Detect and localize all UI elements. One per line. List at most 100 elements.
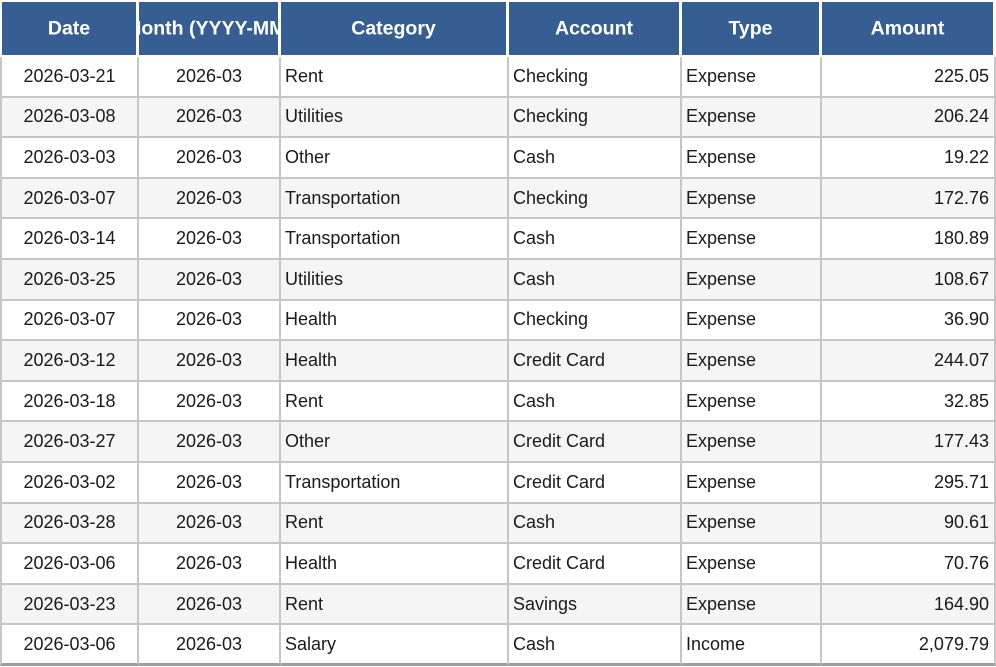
cell-type: Expense <box>682 259 822 301</box>
cell-type: Expense <box>682 341 822 382</box>
cell-category: Rent <box>281 57 509 98</box>
cell-month: 2026-03 <box>139 259 281 301</box>
table-row: 2026-03-12 2026-03 Health Credit Card Expens… <box>0 341 996 382</box>
cell-account: Credit Card <box>509 422 682 463</box>
cell-account: Checking <box>509 300 682 342</box>
cell-category: Transportation <box>281 219 509 260</box>
cell-month: 2026-03 <box>139 300 281 342</box>
cell-amount: 225.05 <box>822 57 996 98</box>
table-row: 2026-03-08 2026-03 Utilities Checking Expens… <box>0 97 996 139</box>
table-row: 2026-03-06 2026-03 Health Credit Card Expens… <box>0 544 996 585</box>
cell-date: 2026-03-23 <box>0 584 139 626</box>
cell-month: 2026-03 <box>139 544 281 585</box>
cell-category: Rent <box>281 503 509 545</box>
table-row: 2026-03-02 2026-03 Transportation Credit Ca… <box>0 462 996 504</box>
cell-month: 2026-03 <box>139 584 281 626</box>
cell-month: 2026-03 <box>139 381 281 423</box>
column-header-category: Category <box>281 0 509 57</box>
column-header-date: Date <box>0 0 139 57</box>
cell-type: Expense <box>682 584 822 626</box>
cell-type: Expense <box>682 300 822 342</box>
cell-category: Salary <box>281 625 509 666</box>
cell-type: Expense <box>682 97 822 139</box>
cell-category: Utilities <box>281 259 509 301</box>
cell-category: Transportation <box>281 178 509 220</box>
cell-category: Health <box>281 341 509 382</box>
cell-date: 2026-03-14 <box>0 219 139 260</box>
cell-date: 2026-03-12 <box>0 341 139 382</box>
cell-amount: 32.85 <box>822 381 996 423</box>
cell-category: Other <box>281 138 509 179</box>
cell-account: Cash <box>509 503 682 545</box>
cell-account: Checking <box>509 178 682 220</box>
table-row: 2026-03-23 2026-03 Rent Savings Expense 164.9… <box>0 584 996 626</box>
cell-date: 2026-03-25 <box>0 259 139 301</box>
column-header-amount: Amount <box>822 0 996 57</box>
cell-month: 2026-03 <box>139 462 281 504</box>
cell-month: 2026-03 <box>139 503 281 545</box>
cell-amount: 108.67 <box>822 259 996 301</box>
cell-date: 2026-03-07 <box>0 300 139 342</box>
column-header-label: Type <box>728 17 773 39</box>
cell-month: 2026-03 <box>139 97 281 139</box>
cell-amount: 90.61 <box>822 503 996 545</box>
cell-month: 2026-03 <box>139 625 281 666</box>
column-header-label: Date <box>47 17 91 39</box>
column-header-type: Type <box>682 0 822 57</box>
table-row: 2026-03-27 2026-03 Other Credit Card Expense… <box>0 422 996 463</box>
cell-amount: 70.76 <box>822 544 996 585</box>
cell-date: 2026-03-06 <box>0 625 139 666</box>
cell-amount: 19.22 <box>822 138 996 179</box>
cell-account: Cash <box>509 625 682 666</box>
cell-category: Rent <box>281 381 509 423</box>
cell-amount: 172.76 <box>822 178 996 220</box>
cell-account: Checking <box>509 57 682 98</box>
cell-date: 2026-03-07 <box>0 178 139 220</box>
cell-category: Other <box>281 422 509 463</box>
header-label-clip: Category <box>281 2 506 55</box>
cell-amount: 36.90 <box>822 300 996 342</box>
cell-date: 2026-03-06 <box>0 544 139 585</box>
cell-type: Expense <box>682 462 822 504</box>
table-row: 2026-03-18 2026-03 Rent Cash Expense 32.85 <box>0 381 996 423</box>
cell-date: 2026-03-03 <box>0 138 139 179</box>
cell-month: 2026-03 <box>139 422 281 463</box>
table-row: 2026-03-28 2026-03 Rent Cash Expense 90.61 <box>0 503 996 545</box>
cell-date: 2026-03-28 <box>0 503 139 545</box>
cell-account: Cash <box>509 259 682 301</box>
cell-date: 2026-03-21 <box>0 57 139 98</box>
cell-account: Credit Card <box>509 341 682 382</box>
cell-type: Expense <box>682 57 822 98</box>
cell-account: Savings <box>509 584 682 626</box>
cell-type: Expense <box>682 422 822 463</box>
table-row: 2026-03-06 2026-03 Salary Cash Income 2,079.7… <box>0 625 996 666</box>
header-label-clip: Account <box>509 2 679 55</box>
column-header-month: Month (YYYY-MM) <box>139 0 281 57</box>
table-row: 2026-03-21 2026-03 Rent Checking Expense 225.… <box>0 57 996 98</box>
table-body: 2026-03-21 2026-03 Rent Checking Expense 225.… <box>0 57 996 666</box>
cell-date: 2026-03-08 <box>0 97 139 139</box>
table-header: Date Month (YYYY-MM) Category Account Ty… <box>0 0 996 57</box>
cell-amount: 177.43 <box>822 422 996 463</box>
cell-category: Transportation <box>281 462 509 504</box>
cell-category: Utilities <box>281 97 509 139</box>
table-row: 2026-03-07 2026-03 Transportation Checking E… <box>0 178 996 220</box>
cell-type: Income <box>682 625 822 666</box>
column-header-account: Account <box>509 0 682 57</box>
cell-date: 2026-03-02 <box>0 462 139 504</box>
cell-month: 2026-03 <box>139 178 281 220</box>
table-row: 2026-03-07 2026-03 Health Checking Expense 36… <box>0 300 996 342</box>
header-label-clip: Date <box>2 2 136 55</box>
table-row: 2026-03-03 2026-03 Other Cash Expense 19.22 <box>0 138 996 179</box>
cell-category: Health <box>281 300 509 342</box>
cell-amount: 244.07 <box>822 341 996 382</box>
column-header-label: Amount <box>870 17 945 39</box>
cell-account: Credit Card <box>509 462 682 504</box>
column-header-label: Month (YYYY-MM) <box>139 17 278 39</box>
cell-month: 2026-03 <box>139 219 281 260</box>
cell-type: Expense <box>682 219 822 260</box>
cell-month: 2026-03 <box>139 341 281 382</box>
cell-date: 2026-03-27 <box>0 422 139 463</box>
cell-type: Expense <box>682 381 822 423</box>
